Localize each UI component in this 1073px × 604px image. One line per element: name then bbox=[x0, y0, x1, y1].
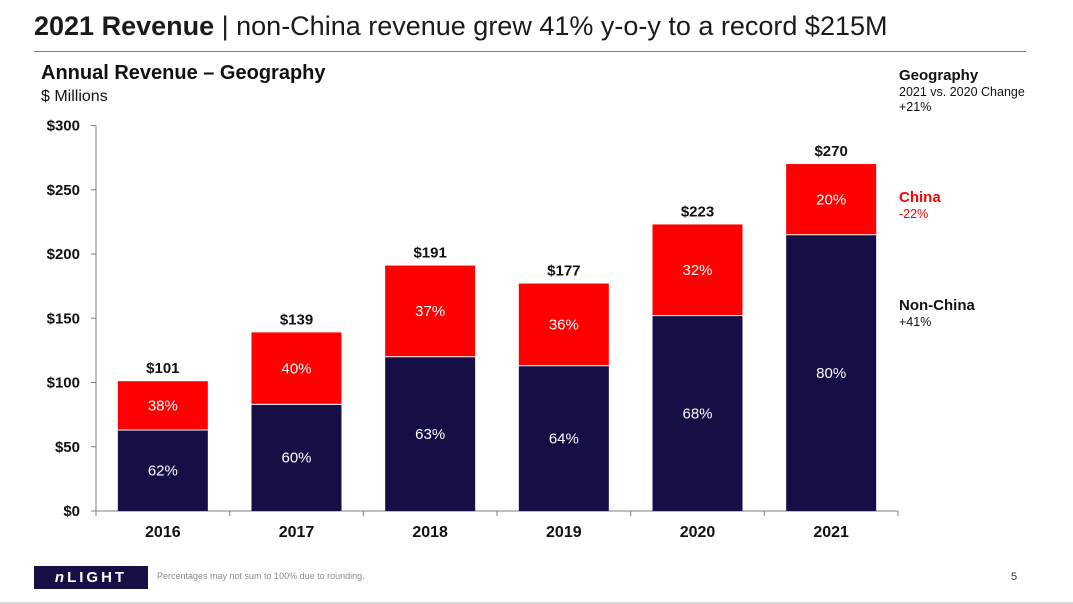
x-tick-label: 2017 bbox=[279, 524, 315, 541]
logo-rest: LIGHT bbox=[67, 569, 128, 586]
bar-china-2019 bbox=[518, 283, 609, 366]
title-divider bbox=[34, 51, 1026, 52]
page-number: 5 bbox=[1011, 571, 1018, 583]
y-tick-label: $300 bbox=[47, 118, 80, 135]
bar-total-label: $101 bbox=[146, 360, 179, 377]
legend-nonchina-label: Non-China bbox=[899, 297, 975, 314]
x-tick-label: 2019 bbox=[546, 524, 582, 541]
chart-subtitle: $ Millions bbox=[41, 88, 108, 105]
bar-total-label: $223 bbox=[681, 203, 714, 220]
bar-nonchina-2016 bbox=[117, 430, 208, 511]
nlight-logo: nLIGHT bbox=[34, 566, 148, 589]
bar-label-china: 40% bbox=[281, 360, 311, 377]
bar-nonchina-2020 bbox=[652, 315, 743, 511]
y-tick-label: $200 bbox=[47, 246, 80, 263]
bar-label-nonchina: 64% bbox=[549, 430, 579, 447]
y-tick-label: $150 bbox=[47, 310, 80, 327]
legend-nonchina: Non-China +41% bbox=[899, 297, 975, 330]
bar-china-2017 bbox=[251, 332, 342, 405]
bottom-divider bbox=[0, 602, 1073, 604]
legend-comparison: 2021 vs. 2020 Change bbox=[899, 85, 1025, 99]
x-tick-label: 2021 bbox=[813, 524, 849, 541]
bar-label-china: 20% bbox=[816, 191, 846, 208]
bar-china-2016 bbox=[117, 381, 208, 431]
slide-title: 2021 Revenue | non-China revenue grew 41… bbox=[34, 8, 888, 44]
bar-label-nonchina: 60% bbox=[281, 450, 311, 467]
legend-nonchina-change: +41% bbox=[899, 315, 932, 329]
bar-label-china: 38% bbox=[148, 398, 178, 415]
legend-china: China -22% bbox=[899, 189, 941, 222]
bar-nonchina-2017 bbox=[251, 404, 342, 511]
bar-label-china: 37% bbox=[415, 303, 445, 320]
bar-china-2021 bbox=[786, 164, 877, 235]
bar-nonchina-2021 bbox=[786, 234, 877, 511]
bar-label-nonchina: 80% bbox=[816, 365, 846, 382]
x-tick-label: 2020 bbox=[680, 524, 716, 541]
bar-label-china: 36% bbox=[549, 317, 579, 334]
y-tick-label: $100 bbox=[47, 375, 80, 392]
bar-total-label: $177 bbox=[547, 263, 580, 280]
y-tick-label: $250 bbox=[47, 182, 80, 199]
legend-geography: Geography 2021 vs. 2020 Change +21% bbox=[899, 67, 1025, 115]
logo-prefix: n bbox=[54, 569, 68, 586]
bar-china-2018 bbox=[385, 265, 476, 357]
bar-total-label: $270 bbox=[814, 143, 847, 160]
x-tick-label: 2018 bbox=[412, 524, 448, 541]
y-tick-label: $50 bbox=[55, 439, 80, 456]
x-tick-label: 2016 bbox=[145, 524, 181, 541]
legend-total-change: +21% bbox=[899, 100, 932, 114]
bar-total-label: $139 bbox=[280, 311, 313, 328]
bar-label-nonchina: 63% bbox=[415, 426, 445, 443]
legend-heading: Geography bbox=[899, 67, 979, 84]
bar-label-nonchina: 62% bbox=[148, 463, 178, 480]
bar-china-2020 bbox=[652, 224, 743, 316]
bar-nonchina-2019 bbox=[518, 365, 609, 511]
slide-title-rest: | non-China revenue grew 41% y-o-y to a … bbox=[214, 11, 888, 41]
bar-label-nonchina: 68% bbox=[682, 405, 712, 422]
slide-title-bold: 2021 Revenue bbox=[34, 11, 215, 41]
bar-label-china: 32% bbox=[682, 262, 712, 279]
bar-nonchina-2018 bbox=[385, 356, 476, 511]
bar-total-label: $191 bbox=[413, 245, 446, 262]
chart-title: Annual Revenue – Geography bbox=[41, 62, 326, 84]
legend-china-change: -22% bbox=[899, 207, 929, 221]
y-tick-label: $0 bbox=[63, 503, 80, 520]
footnote: Percentages may not sum to 100% due to r… bbox=[157, 571, 365, 581]
legend-china-label: China bbox=[899, 189, 941, 206]
